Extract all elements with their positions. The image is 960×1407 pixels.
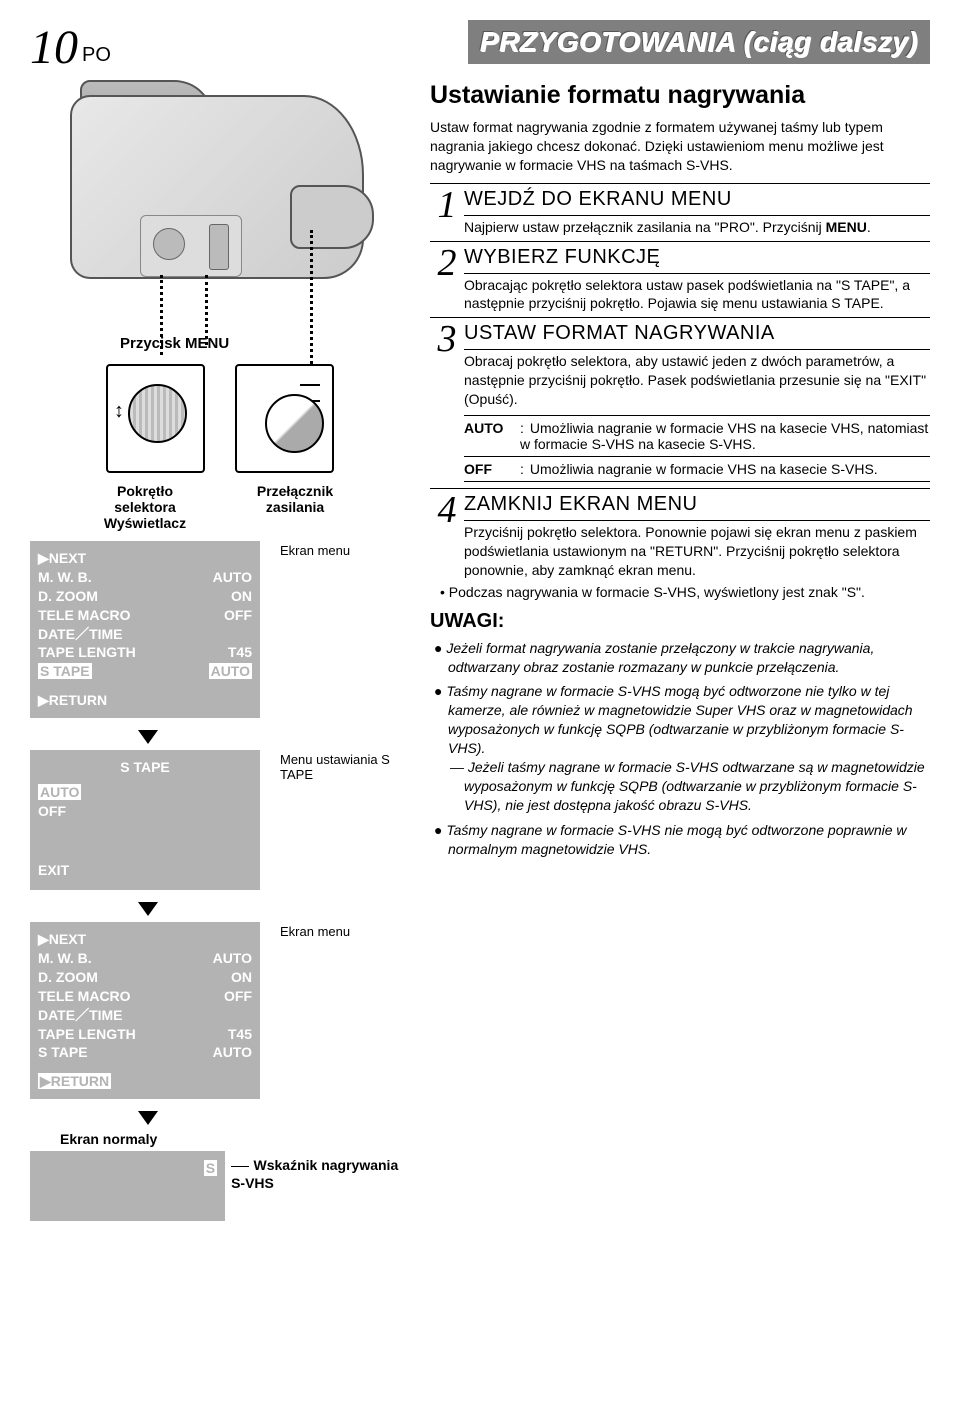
stape-screen-label: Menu ustawiania S TAPE bbox=[280, 752, 410, 782]
note-item: Taśmy nagrane w formacie S-VHS mogą być … bbox=[448, 682, 930, 814]
notes-heading: UWAGI: bbox=[430, 610, 930, 633]
intro-text: Ustaw format nagrywania zgodnie z format… bbox=[430, 118, 930, 175]
step-1: 1WEJDŹ DO EKRANU MENUNajpierw ustaw prze… bbox=[430, 183, 930, 237]
step-4: 4ZAMKNIJ EKRAN MENUPrzyciśnij pokrętło s… bbox=[430, 488, 930, 580]
format-definitions: AUTO:Umożliwia nagranie w formacie VHS n… bbox=[464, 415, 930, 482]
menu-screen-2-label: Ekran menu bbox=[280, 924, 410, 939]
header-title: PRZYGOTOWANIA (ciąg dalszy) bbox=[468, 20, 930, 64]
notes-intro: • Podczas nagrywania w formacie S-VHS, w… bbox=[440, 584, 930, 600]
arrow-down-icon bbox=[138, 730, 158, 744]
stape-screen: S TAPEAUTOOFFEXIT bbox=[30, 750, 260, 890]
ekran-normaly-label: Ekran normaly bbox=[60, 1131, 410, 1147]
power-label: Przełącznik zasilania bbox=[235, 483, 355, 531]
page-sub: PO bbox=[82, 44, 111, 67]
note-item: Taśmy nagrane w formacie S-VHS nie mogą … bbox=[448, 821, 930, 859]
section-title: Ustawianie formatu nagrywania bbox=[430, 81, 930, 110]
arrow-down-icon bbox=[138, 902, 158, 916]
s-indicator-label: Wskaźnik nagrywania S-VHS bbox=[231, 1157, 398, 1191]
power-dial-illustration bbox=[235, 364, 334, 473]
arrow-down-icon bbox=[138, 1111, 158, 1125]
display-label: Wyświetlacz bbox=[85, 515, 205, 531]
note-item: Jeżeli format nagrywania zostanie przełą… bbox=[448, 639, 930, 677]
step-2: 2WYBIERZ FUNKCJĘObracając pokrętło selek… bbox=[430, 241, 930, 314]
menu-screen-2: ▶NEXTM. W. B.AUTOD. ZOOMONTELE MACROOFFD… bbox=[30, 922, 260, 1099]
step-3: 3USTAW FORMAT NAGRYWANIAObracaj pokrętło… bbox=[430, 317, 930, 409]
menu-screen-1-label: Ekran menu bbox=[280, 543, 410, 558]
note-subitem: — Jeżeli taśmy nagrane w formacie S-VHS … bbox=[464, 758, 930, 815]
menu-screen-1: ▶NEXTM. W. B.AUTOD. ZOOMONTELE MACROOFFD… bbox=[30, 541, 260, 718]
selector-dial-illustration: ↕ bbox=[106, 364, 205, 473]
page-number: 10 bbox=[30, 20, 78, 75]
selector-label: Pokrętło selektora bbox=[85, 483, 205, 515]
notes-list: Jeżeli format nagrywania zostanie przełą… bbox=[430, 639, 930, 859]
camera-illustration bbox=[30, 75, 390, 325]
normal-screen: S bbox=[30, 1151, 225, 1221]
s-indicator: S bbox=[204, 1160, 217, 1176]
